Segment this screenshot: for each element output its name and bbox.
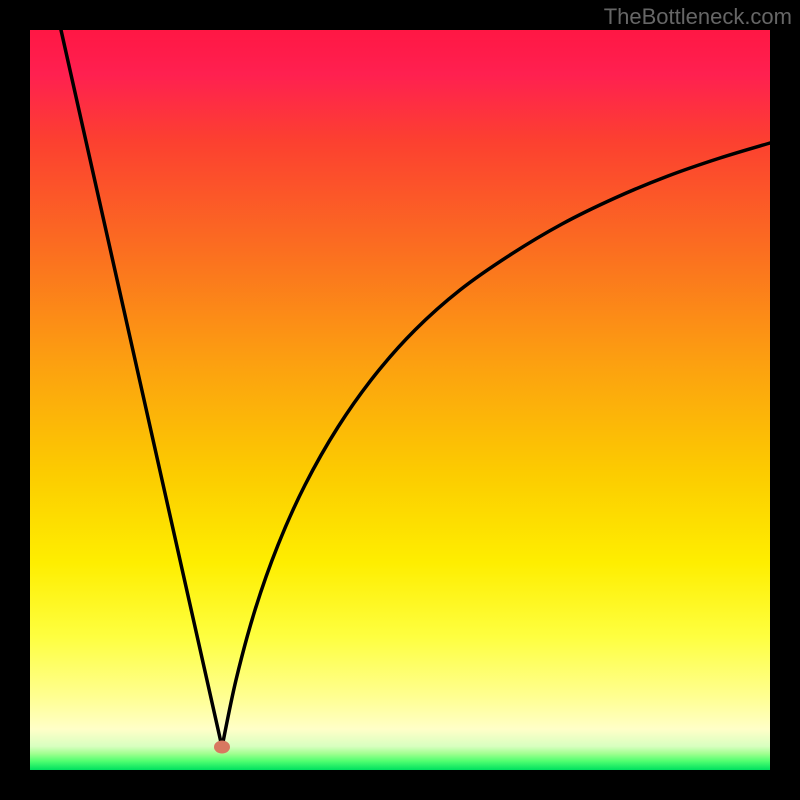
bottleneck-curve xyxy=(61,30,770,747)
optimum-marker xyxy=(214,741,230,754)
watermark-text: TheBottleneck.com xyxy=(604,4,792,30)
curve-layer xyxy=(0,0,800,800)
chart-container: TheBottleneck.com xyxy=(0,0,800,800)
